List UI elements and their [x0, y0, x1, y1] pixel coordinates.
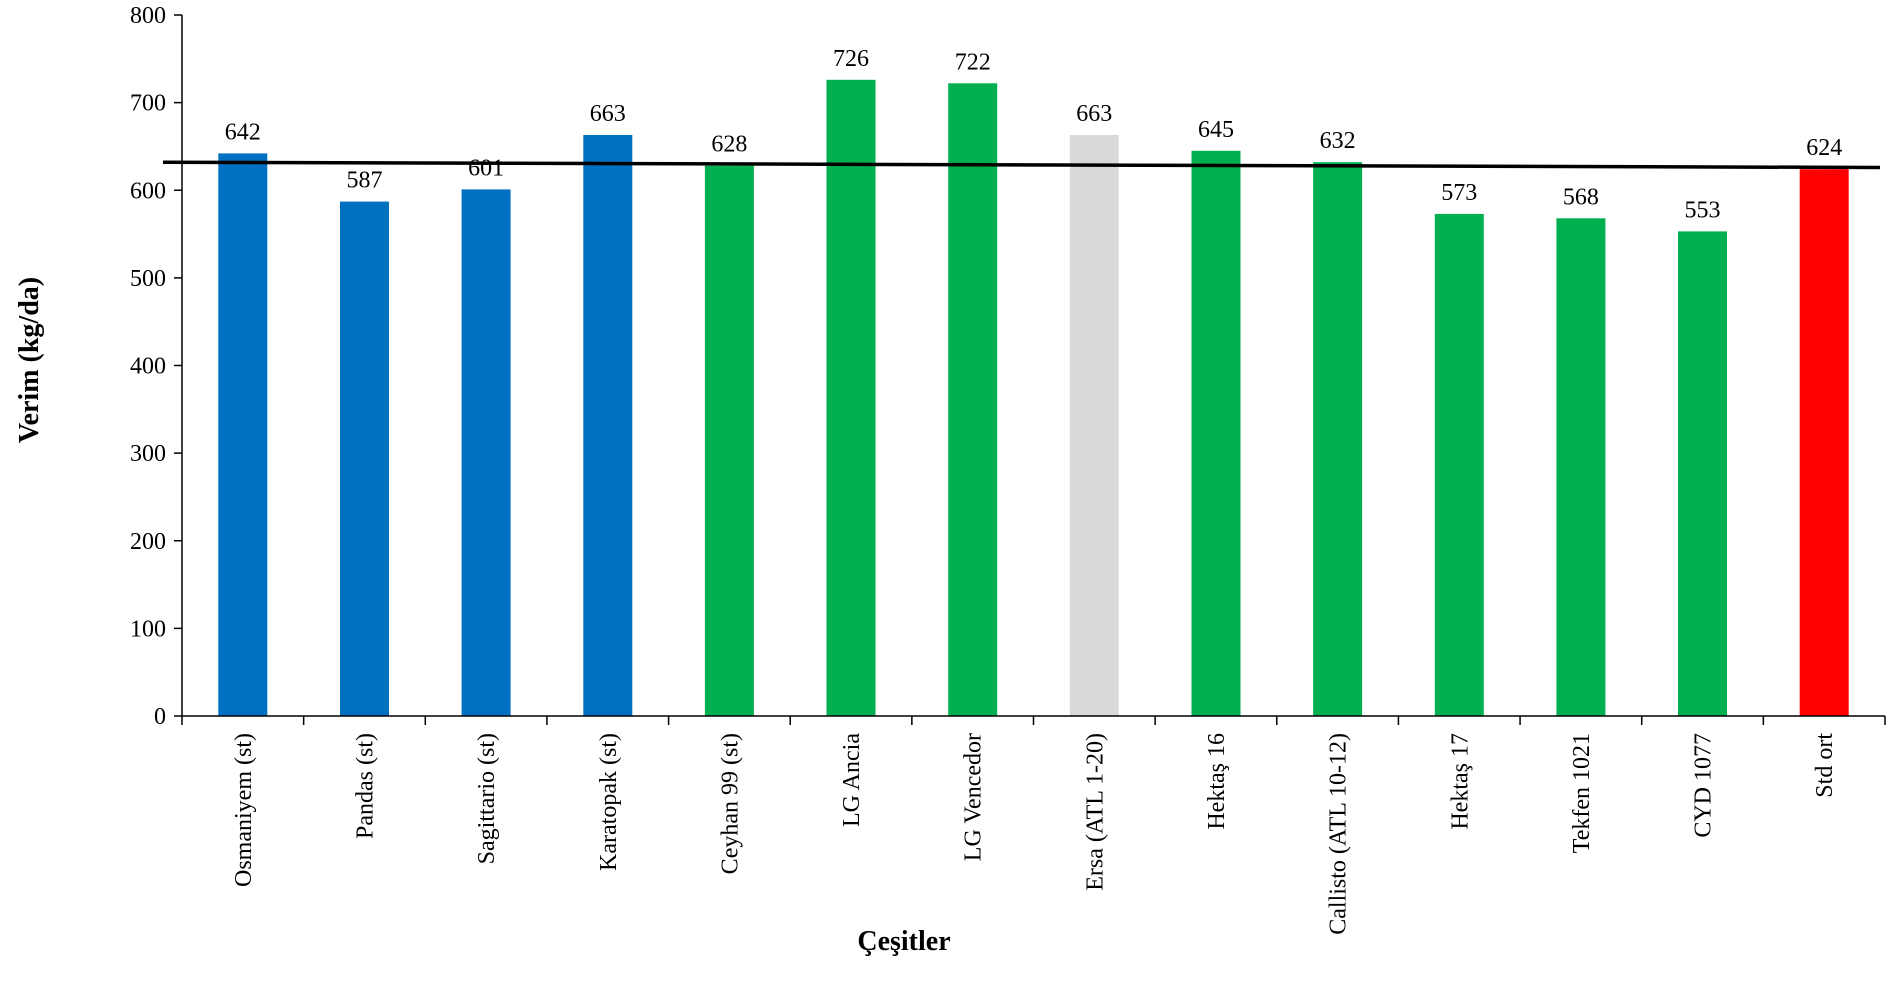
category-label: LG Vencedor: [961, 733, 987, 861]
x-axis-title: Çeşitler: [857, 926, 950, 957]
reference-line-layer: [162, 160, 1881, 170]
bars-layer: [218, 79, 1849, 717]
category-label: Tekfen 1021: [1569, 733, 1595, 853]
category-label: Osmaniyem (st): [231, 733, 257, 887]
category-label: Pandas (st): [353, 733, 379, 839]
y-tick-label: 400: [130, 354, 166, 380]
data-label: 632: [1320, 128, 1356, 154]
category-label: Std ort: [1812, 733, 1838, 798]
data-label: 645: [1198, 117, 1234, 143]
y-tick-label: 0: [154, 704, 166, 730]
y-tick-label: 600: [130, 178, 166, 204]
y-tick-label: 500: [130, 266, 166, 292]
category-label: Sagittario (st): [474, 733, 500, 864]
category-label: LG Ancia: [839, 733, 865, 827]
bar: [1799, 169, 1849, 716]
bar: [1556, 218, 1606, 717]
data-label: 722: [955, 49, 991, 75]
reference-line: [162, 160, 1881, 170]
axes-layer: 0 100 200 300 400 500 600 700 800: [130, 3, 1886, 730]
y-axis-title: Verim (kg/da): [14, 277, 45, 443]
labels-layer: 642 Osmaniyem (st) 587 Pandas (st) 601 Sagitt…: [225, 46, 1842, 935]
data-label: 568: [1563, 184, 1599, 210]
data-label: 601: [468, 155, 504, 181]
category-label: Hektaş 16: [1204, 733, 1230, 830]
category-label: Hektaş 17: [1447, 733, 1473, 830]
data-label: 628: [711, 132, 747, 158]
data-label: 642: [225, 119, 261, 145]
category-label: CYD 1077: [1691, 733, 1717, 838]
category-label: Ceyhan 99 (st): [717, 733, 743, 874]
bar: [826, 79, 876, 717]
data-label: 726: [833, 46, 869, 72]
data-label: 553: [1685, 197, 1721, 223]
data-label: 663: [590, 101, 626, 127]
data-label: 624: [1806, 135, 1842, 161]
bar: [1069, 135, 1119, 716]
data-label: 587: [347, 168, 383, 194]
y-tick-label: 700: [130, 91, 166, 117]
bar: [1191, 150, 1241, 717]
bar: [340, 201, 389, 717]
bar: [704, 165, 754, 716]
bar: [1313, 162, 1363, 716]
bar: [1678, 231, 1727, 716]
category-label: Ersa (ATL 1-20): [1082, 733, 1108, 891]
category-label: Karatopak (st): [596, 733, 622, 871]
bar: [1434, 213, 1484, 716]
y-tick-label: 200: [130, 529, 166, 555]
category-label: Callisto (ATL 10-12): [1326, 733, 1352, 935]
y-tick-label: 800: [130, 3, 166, 29]
bar: [461, 189, 511, 716]
bar: [948, 83, 998, 717]
y-tick-label: 100: [130, 616, 166, 642]
data-label: 573: [1441, 180, 1477, 206]
y-tick-label: 300: [130, 441, 166, 467]
data-label: 663: [1076, 101, 1112, 127]
bar: [583, 135, 633, 716]
bar: [218, 153, 268, 716]
